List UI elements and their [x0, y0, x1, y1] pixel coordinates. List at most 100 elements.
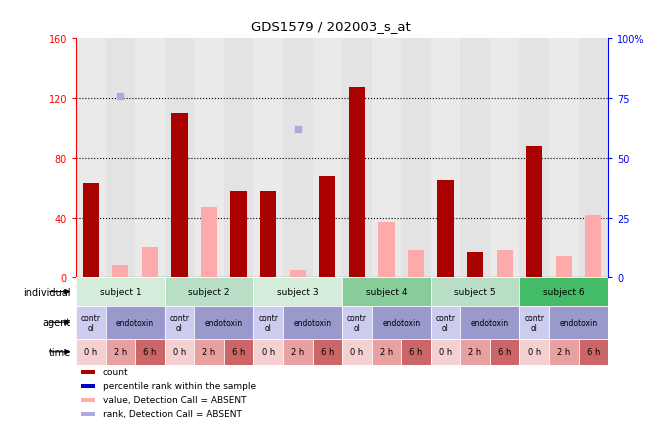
Bar: [408, 251, 424, 278]
Bar: [171, 114, 188, 278]
Bar: [76, 39, 106, 278]
Text: rank, Detection Call = ABSENT: rank, Detection Call = ABSENT: [102, 410, 241, 418]
Bar: [165, 39, 194, 278]
Text: contr
ol: contr ol: [81, 313, 100, 332]
Bar: [342, 39, 371, 278]
Bar: [290, 270, 306, 278]
Bar: [81, 370, 95, 374]
Bar: [549, 39, 578, 278]
Text: subject 5: subject 5: [454, 287, 496, 296]
Bar: [549, 339, 578, 365]
Bar: [313, 339, 342, 365]
Bar: [371, 39, 401, 278]
Bar: [201, 207, 217, 278]
Bar: [378, 223, 395, 278]
Bar: [313, 39, 342, 278]
Bar: [520, 39, 549, 278]
Bar: [431, 306, 460, 339]
Text: 6 h: 6 h: [232, 348, 245, 356]
Text: endotoxin: endotoxin: [116, 318, 154, 327]
Bar: [194, 339, 224, 365]
Bar: [165, 339, 194, 365]
Bar: [578, 39, 608, 278]
Text: time: time: [48, 347, 71, 357]
Bar: [526, 146, 542, 278]
Bar: [260, 191, 276, 278]
Text: subject 3: subject 3: [277, 287, 319, 296]
Bar: [231, 191, 247, 278]
Text: 2 h: 2 h: [202, 348, 215, 356]
Text: 0 h: 0 h: [173, 348, 186, 356]
Text: 2 h: 2 h: [469, 348, 482, 356]
Bar: [349, 88, 365, 278]
Bar: [253, 306, 283, 339]
Bar: [438, 181, 453, 278]
Bar: [165, 278, 253, 306]
Text: 0 h: 0 h: [439, 348, 452, 356]
Text: 0 h: 0 h: [527, 348, 541, 356]
Bar: [253, 278, 342, 306]
Text: 0 h: 0 h: [262, 348, 275, 356]
Text: 2 h: 2 h: [291, 348, 304, 356]
Bar: [76, 278, 165, 306]
Bar: [460, 339, 490, 365]
Text: contr
ol: contr ol: [258, 313, 278, 332]
Text: 6 h: 6 h: [143, 348, 157, 356]
Bar: [112, 266, 128, 278]
Bar: [431, 278, 520, 306]
Bar: [585, 215, 602, 278]
Bar: [76, 306, 106, 339]
Bar: [319, 176, 335, 278]
Text: count: count: [102, 368, 128, 377]
Bar: [460, 306, 520, 339]
Text: endotoxin: endotoxin: [559, 318, 598, 327]
Bar: [165, 306, 194, 339]
Bar: [342, 278, 431, 306]
Bar: [490, 39, 520, 278]
Bar: [371, 306, 431, 339]
Bar: [520, 278, 608, 306]
Text: subject 2: subject 2: [188, 287, 230, 296]
Text: endotoxin: endotoxin: [205, 318, 243, 327]
Bar: [81, 412, 95, 416]
Text: contr
ol: contr ol: [436, 313, 455, 332]
Text: 0 h: 0 h: [84, 348, 97, 356]
Bar: [76, 339, 106, 365]
Bar: [135, 39, 165, 278]
Bar: [106, 306, 165, 339]
Bar: [431, 339, 460, 365]
Bar: [224, 339, 253, 365]
Bar: [520, 306, 549, 339]
Bar: [460, 39, 490, 278]
Bar: [431, 39, 460, 278]
Text: endotoxin: endotoxin: [471, 318, 509, 327]
Text: agent: agent: [42, 318, 71, 328]
Text: subject 6: subject 6: [543, 287, 584, 296]
Bar: [106, 339, 135, 365]
Text: 2 h: 2 h: [380, 348, 393, 356]
Bar: [283, 39, 313, 278]
Bar: [81, 398, 95, 402]
Bar: [253, 339, 283, 365]
Text: 6 h: 6 h: [321, 348, 334, 356]
Bar: [496, 251, 513, 278]
Text: value, Detection Call = ABSENT: value, Detection Call = ABSENT: [102, 395, 246, 404]
Bar: [142, 248, 158, 278]
Bar: [520, 339, 549, 365]
Bar: [135, 339, 165, 365]
Text: 6 h: 6 h: [498, 348, 512, 356]
Text: 6 h: 6 h: [587, 348, 600, 356]
Text: endotoxin: endotoxin: [293, 318, 332, 327]
Text: contr
ol: contr ol: [524, 313, 544, 332]
Bar: [283, 306, 342, 339]
Bar: [81, 384, 95, 388]
Bar: [194, 39, 224, 278]
Text: GDS1579 / 202003_s_at: GDS1579 / 202003_s_at: [251, 20, 410, 33]
Bar: [224, 39, 253, 278]
Bar: [283, 339, 313, 365]
Bar: [578, 339, 608, 365]
Bar: [401, 339, 431, 365]
Bar: [342, 339, 371, 365]
Bar: [467, 253, 483, 278]
Text: 0 h: 0 h: [350, 348, 364, 356]
